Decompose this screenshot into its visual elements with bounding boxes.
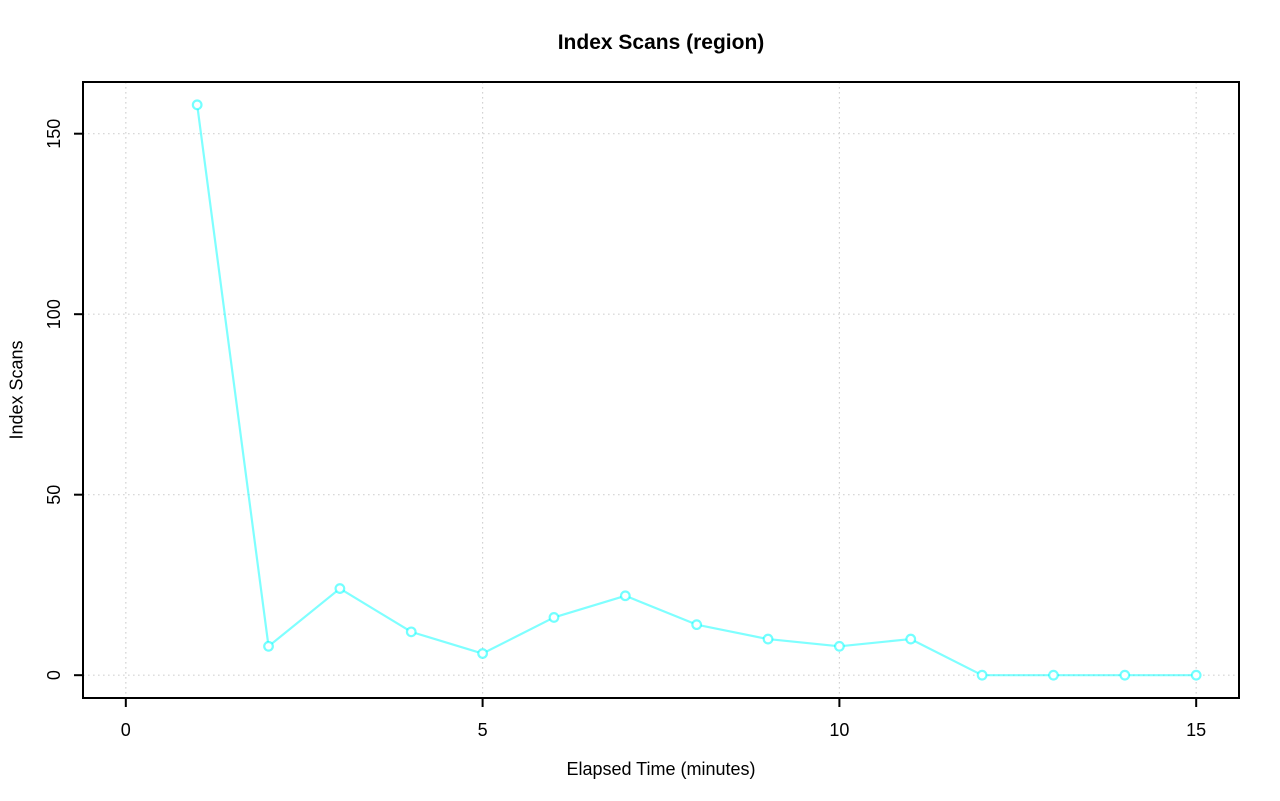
plot-border <box>82 81 1240 699</box>
y-tick-label: 150 <box>44 119 64 149</box>
y-axis-label: Index Scans <box>6 340 27 440</box>
data-point <box>1190 669 1202 681</box>
data-point <box>833 640 845 652</box>
data-point <box>691 619 703 631</box>
x-tick-label: 10 <box>829 720 849 740</box>
data-point <box>976 669 988 681</box>
data-point <box>762 633 774 645</box>
data-point <box>405 626 417 638</box>
data-point <box>1119 669 1131 681</box>
data-point <box>548 612 560 623</box>
chart-title: Index Scans (region) <box>557 31 765 54</box>
x-tick-label: 15 <box>1186 720 1206 740</box>
y-tick-label: 0 <box>44 670 64 680</box>
data-point <box>334 583 346 594</box>
x-axis-label: Elapsed Time (minutes) <box>566 759 756 779</box>
data-point <box>619 590 631 602</box>
data-point <box>1048 669 1059 681</box>
data-point <box>191 99 203 111</box>
data-point <box>477 648 489 659</box>
x-tick-label: 0 <box>121 720 131 740</box>
series-line <box>196 103 1198 677</box>
data-point <box>263 640 274 652</box>
x-tick-label: 5 <box>478 720 488 740</box>
y-tick-label: 100 <box>44 299 64 329</box>
y-tick-label: 50 <box>44 485 64 505</box>
data-point <box>905 633 917 645</box>
